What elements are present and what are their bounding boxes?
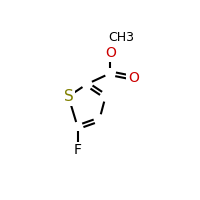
Text: S: S — [64, 89, 73, 104]
Text: CH3: CH3 — [108, 31, 134, 44]
Text: O: O — [128, 71, 139, 85]
Text: O: O — [105, 46, 116, 60]
Text: F: F — [74, 143, 82, 157]
